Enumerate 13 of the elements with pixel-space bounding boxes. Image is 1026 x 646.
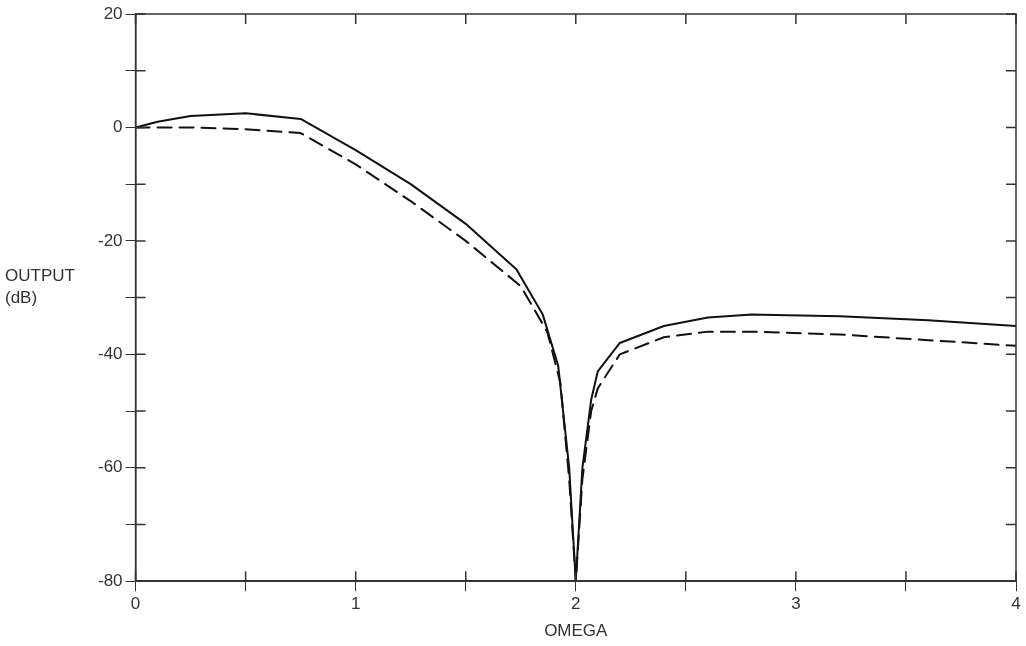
x-axis-title: OMEGA [544, 621, 609, 641]
x-tick-label: 0 [130, 594, 141, 614]
y-tick-label: 0 [113, 117, 123, 137]
y-tick-label: -60 [97, 457, 123, 477]
y-tick-label: -40 [97, 344, 123, 364]
y-tick-label: 20 [103, 3, 123, 23]
x-tick-label: 2 [571, 594, 581, 614]
x-tick-label: 3 [791, 594, 801, 614]
y-tick-label: -80 [97, 570, 123, 590]
y-axis-title: OUTPUT (dB) [5, 266, 75, 308]
x-tick-label: 1 [350, 594, 361, 614]
y-tick-label: -20 [97, 230, 123, 250]
x-tick-label: 4 [1011, 594, 1021, 614]
